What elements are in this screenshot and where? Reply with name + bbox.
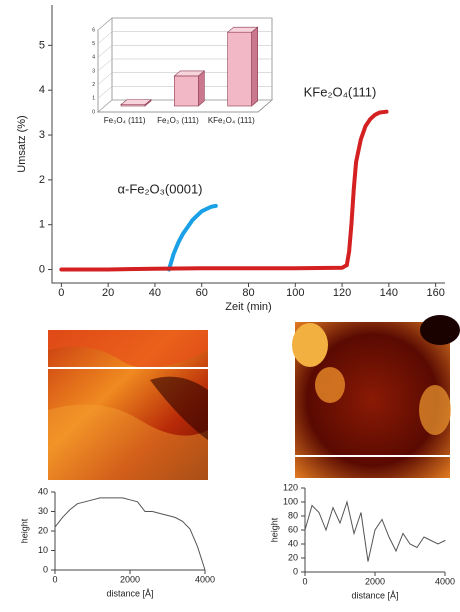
y-tick-label: 2 <box>92 82 95 88</box>
y-tick-label: 40 <box>38 486 48 496</box>
grid-line <box>97 58 272 72</box>
x-tick-label: Fe₃O₄ (111) <box>104 116 146 125</box>
y-axis-label: height <box>19 518 29 543</box>
bar-top <box>226 26 259 33</box>
data-line <box>54 497 206 571</box>
x-tick-label: Fe₂O₃ (111) <box>157 116 199 125</box>
data-line <box>167 203 218 272</box>
y-tick-label: 1 <box>39 219 45 231</box>
grid-line <box>97 45 272 58</box>
y-tick-label: 3 <box>39 129 45 141</box>
y-axis-label: Umsatz (%) <box>16 115 28 172</box>
y-tick-label: 30 <box>38 506 48 516</box>
bar-top <box>120 99 152 105</box>
y-tick-label: 5 <box>92 41 95 47</box>
x-tick-label: 160 <box>426 287 444 299</box>
series-label: KFe₂O₄(111) <box>304 84 377 99</box>
stm-image-left <box>48 330 208 480</box>
y-tick-label: 10 <box>38 545 48 555</box>
y-tick-label: 60 <box>288 524 298 534</box>
x-tick-label: KFe₂O₄ (111) <box>208 116 255 125</box>
y-tick-label: 120 <box>283 482 298 492</box>
x-tick-label: 60 <box>196 287 208 299</box>
x-tick-label: 0 <box>58 287 64 299</box>
bar-side <box>198 70 205 107</box>
x-tick-label: 20 <box>102 287 114 299</box>
y-tick-label: 3 <box>92 68 95 74</box>
grid-line <box>97 72 272 85</box>
y-axis-label: height <box>269 517 279 542</box>
data-line <box>59 109 389 272</box>
bar-top <box>173 70 206 77</box>
x-tick-label: 80 <box>242 287 254 299</box>
x-tick-label: 2000 <box>120 574 140 584</box>
y-tick-label: 0 <box>39 263 45 275</box>
y-tick-label: 20 <box>288 552 298 562</box>
x-tick-label: 4000 <box>195 574 215 584</box>
bar-side <box>251 26 258 107</box>
y-tick-label: 0 <box>92 109 95 115</box>
x-axis-label: distance [Å] <box>106 588 153 598</box>
x-tick-label: 0 <box>52 574 57 584</box>
grid-line <box>97 17 272 31</box>
y-tick-label: 0 <box>293 566 298 576</box>
x-tick-label: 4000 <box>435 576 455 586</box>
y-tick-label: 20 <box>38 525 48 535</box>
x-axis-label: distance [Å] <box>351 590 398 600</box>
y-tick-label: 80 <box>288 510 298 520</box>
y-tick-label: 6 <box>92 27 95 33</box>
y-tick-label: 100 <box>283 496 298 506</box>
grid-line <box>97 31 272 44</box>
x-tick-label: 100 <box>286 287 304 299</box>
y-tick-label: 40 <box>288 538 298 548</box>
y-tick-label: 0 <box>43 564 48 574</box>
stm-image-right <box>292 315 460 478</box>
y-tick-label: 4 <box>39 84 45 96</box>
axis-frame <box>51 5 445 284</box>
y-tick-label: 2 <box>39 174 45 186</box>
x-tick-label: 120 <box>333 287 351 299</box>
x-axis-label: Zeit (min) <box>225 301 271 313</box>
series-label: α-Fe₂O₃(0001) <box>117 181 202 196</box>
y-tick-label: 5 <box>39 39 45 51</box>
x-tick-label: 0 <box>302 576 307 586</box>
x-tick-label: 40 <box>149 287 161 299</box>
grid-line <box>97 86 272 99</box>
data-line <box>304 500 446 562</box>
x-tick-label: 140 <box>380 287 398 299</box>
bar <box>174 75 199 107</box>
bar <box>227 31 252 107</box>
y-tick-label: 1 <box>92 96 95 102</box>
y-tick-label: 4 <box>92 55 95 61</box>
grid-line <box>97 99 272 113</box>
x-tick-label: 2000 <box>365 576 385 586</box>
